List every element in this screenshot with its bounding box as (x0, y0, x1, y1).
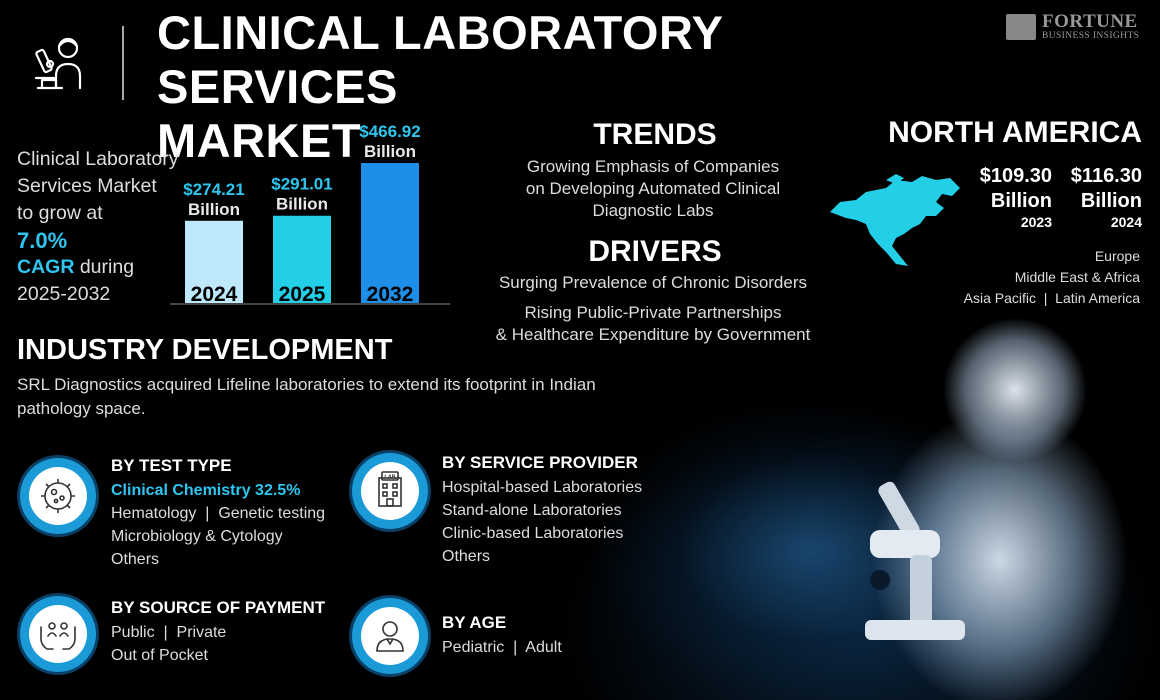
driver-item-1: Surging Prevalence of Chronic Disorders (498, 273, 808, 292)
segment-title: BY SERVICE PROVIDER (442, 453, 638, 472)
scientist-microscope-icon (34, 37, 82, 90)
title-line-1: CLINICAL LABORATORY SERVICES (157, 6, 723, 113)
intro-line: Clinical Laboratory (17, 148, 179, 170)
person-icon (376, 621, 404, 652)
bar-value-label: $274.21 (183, 180, 244, 199)
cagr-value: 7.0% (17, 228, 68, 253)
trends-text: Growing Emphasis of Companies on Develop… (478, 156, 828, 222)
na-value-2023: $109.30 Billion 2023 (962, 164, 1052, 230)
bar-category-label: 2032 (367, 283, 414, 306)
lab-scientist-photo (560, 300, 1160, 700)
age-badge (352, 598, 428, 674)
segment-line: Microbiology & Cytology (111, 528, 283, 545)
segment-highlight: Clinical Chemistry 32.5% (111, 482, 301, 499)
svg-text:LAB: LAB (384, 475, 395, 481)
cagr-label: CAGR (17, 256, 75, 278)
brand-name: FORTUNE (1042, 11, 1138, 32)
microbe-icon (41, 479, 75, 513)
drivers-title: DRIVERS (588, 235, 722, 268)
na-value-2024: $116.30 Billion 2024 (1052, 164, 1142, 230)
bar-category-label: 2024 (191, 283, 238, 306)
industry-development-text: SRL Diagnostics acquired Lifeline labora… (17, 375, 596, 418)
bar-2025 (273, 215, 331, 303)
bar-unit-label: Billion (364, 142, 416, 161)
segment-line: Out of Pocket (111, 647, 208, 664)
lab-building-icon: LAB (378, 471, 402, 507)
forecast-period: 2025-2032 (17, 283, 111, 305)
segment-age: BY AGE Pediatric | Adult (442, 613, 682, 659)
bar-category-label: 2025 (279, 283, 326, 306)
brand-logo: FORTUNE BUSINESS INSIGHTS (1006, 11, 1146, 44)
segment-test-type: BY TEST TYPE Clinical Chemistry 32.5% He… (111, 456, 351, 571)
bar-2032 (361, 163, 419, 303)
segment-line: Stand-alone Laboratories (442, 502, 622, 519)
trends-line: on Developing Automated Clinical (525, 179, 781, 198)
market-size-bar-chart: 2024$274.21Billion2025$291.01Billion2032… (170, 122, 450, 306)
region-europe: Europe (1094, 248, 1140, 264)
service-provider-badge: LAB (352, 453, 428, 529)
badge-inner: LAB (361, 462, 419, 520)
test-type-badge (20, 458, 96, 534)
segment-line: Others (111, 551, 160, 568)
hands-people-icon (40, 622, 76, 650)
intro-line: to grow at (17, 202, 103, 224)
industry-development-title: INDUSTRY DEVELOPMENT (17, 334, 393, 366)
badge-inner (361, 607, 419, 665)
segment-line: Hospital-based Laboratories (442, 479, 643, 496)
segment-line: Hematology | Genetic testing (111, 505, 326, 522)
badge-inner (29, 605, 87, 663)
segment-title: BY SOURCE OF PAYMENT (111, 598, 326, 617)
segment-title: BY TEST TYPE (111, 456, 232, 475)
intro-text: during (74, 256, 135, 278)
driver-line: & Healthcare Expenditure by Government (495, 325, 811, 344)
bar-2024 (185, 220, 243, 303)
segment-line: Pediatric | Adult (442, 639, 562, 656)
page-title: CLINICAL LABORATORY SERVICES MARKET (157, 6, 977, 168)
payment-badge (20, 596, 96, 672)
intro-line: CAGR during (17, 254, 207, 281)
header-divider (122, 26, 124, 100)
na-year: 2023 (1020, 214, 1052, 230)
badge-inner (29, 467, 87, 525)
microscope-illustration (865, 481, 965, 640)
bar-unit-label: Billion (276, 195, 328, 214)
na-unit: Billion (1080, 190, 1142, 212)
brand-subtitle: BUSINESS INSIGHTS (1042, 31, 1140, 41)
region-mea: Middle East & Africa (1014, 269, 1140, 285)
segment-service-provider: BY SERVICE PROVIDER Hospital-based Labor… (442, 453, 682, 568)
trends-line: Growing Emphasis of Companies (526, 157, 780, 176)
intro-line: Services Market (17, 175, 157, 197)
brand-mark-icon (1006, 14, 1036, 40)
na-amount: $109.30 (979, 165, 1052, 187)
bar-value-label: $466.92 (359, 122, 420, 141)
segment-title: BY AGE (442, 613, 507, 632)
na-amount: $116.30 (1070, 165, 1142, 187)
market-growth-intro: Clinical Laboratory Services Market to g… (17, 146, 207, 308)
na-year: 2024 (1110, 214, 1142, 230)
north-america-title: NORTH AMERICA (888, 116, 1142, 149)
bar-value-label: $291.01 (271, 175, 332, 194)
segment-line: Others (442, 548, 491, 565)
driver-line: Rising Public-Private Partnerships (524, 303, 782, 322)
bar-unit-label: Billion (188, 200, 240, 219)
north-america-map-icon (830, 174, 960, 266)
title-line-2: MARKET (157, 114, 362, 167)
segment-payment: BY SOURCE OF PAYMENT Public | Private Ou… (111, 598, 351, 667)
segment-line: Clinic-based Laboratories (442, 525, 624, 542)
driver-item-2: Rising Public-Private Partnerships & Hea… (470, 302, 836, 346)
na-unit: Billion (990, 190, 1052, 212)
trends-line: Diagnostic Labs (592, 201, 714, 220)
trends-title: TRENDS (593, 118, 717, 151)
region-apac-latam: Asia Pacific | Latin America (963, 290, 1140, 306)
segment-line: Public | Private (111, 624, 227, 641)
